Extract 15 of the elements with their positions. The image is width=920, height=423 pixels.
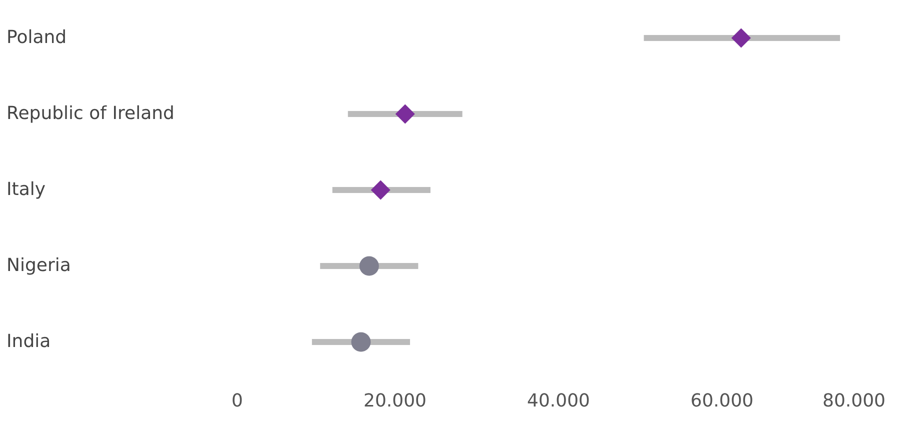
x-tick-label: 40.000 xyxy=(527,390,590,412)
point xyxy=(359,256,379,276)
y-tick-label: Italy xyxy=(6,179,46,200)
point xyxy=(351,332,371,352)
point xyxy=(370,180,390,200)
y-tick-label: Nigeria xyxy=(6,255,71,276)
x-tick-label: 60.000 xyxy=(690,390,754,412)
y-tick-label: Republic of Ireland xyxy=(6,103,174,124)
y-tick-label: India xyxy=(6,331,51,352)
x-tick-label: 80.000 xyxy=(822,390,886,412)
point xyxy=(395,104,415,124)
x-tick-label: 0 xyxy=(232,390,243,412)
y-tick-label: Poland xyxy=(6,27,67,48)
point xyxy=(731,28,751,48)
x-tick-label: 20.000 xyxy=(364,390,426,412)
